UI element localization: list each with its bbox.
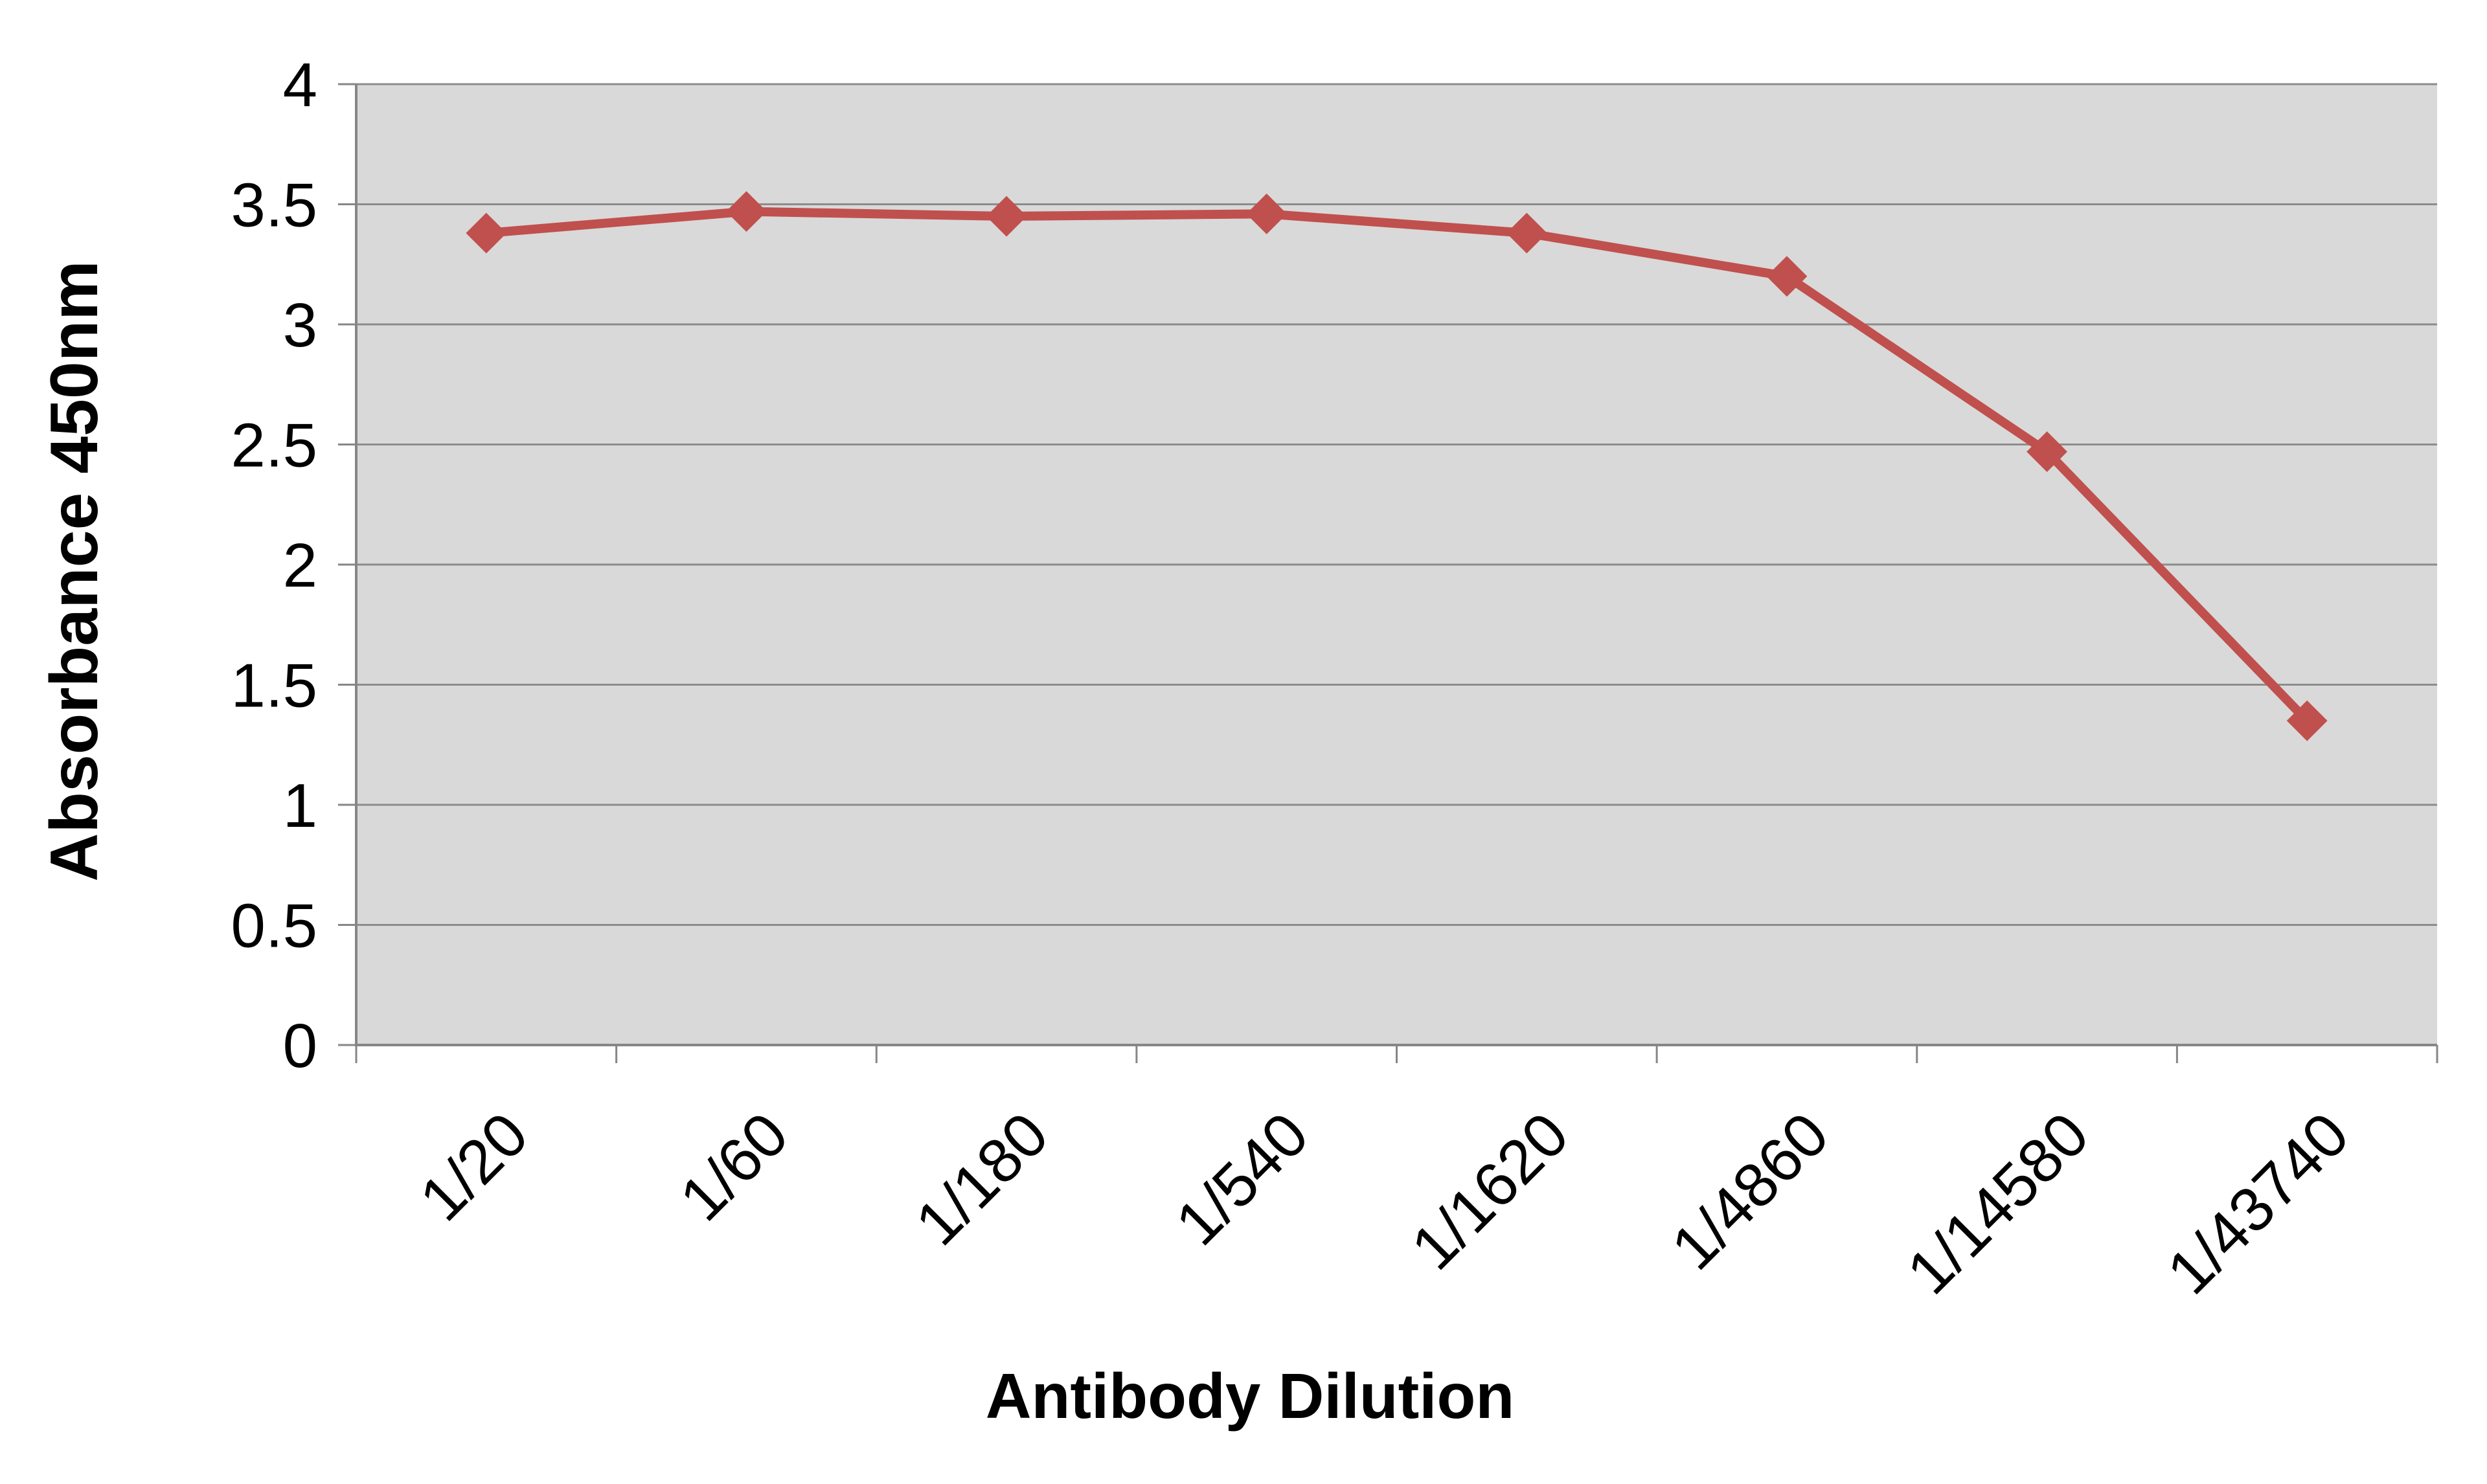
gridlines bbox=[338, 83, 2437, 1046]
y-tick-label: 0 bbox=[283, 1011, 317, 1081]
data-point-marker bbox=[466, 212, 507, 254]
axes bbox=[355, 84, 2438, 1063]
data-point-marker bbox=[1506, 212, 1547, 254]
x-axis-title: Antibody Dilution bbox=[986, 1360, 1515, 1432]
y-tick-label: 2 bbox=[283, 531, 317, 600]
x-tick-labels: 1/20 1/60 1/180 1/540 1/1620 1/4860 1/14580 1/4… bbox=[407, 1099, 2362, 1307]
data-point-marker bbox=[1766, 256, 1808, 297]
series-line bbox=[481, 207, 2312, 726]
y-tick-label: 3.5 bbox=[231, 171, 317, 240]
data-point-marker bbox=[986, 196, 1027, 237]
x-tick-label: 1/540 bbox=[1163, 1099, 1322, 1259]
y-tick-label: 1.5 bbox=[231, 651, 317, 721]
x-tick-label: 1/14580 bbox=[1894, 1099, 2102, 1307]
x-tick-label: 1/43740 bbox=[2154, 1099, 2362, 1307]
x-tick-label: 1/60 bbox=[667, 1099, 802, 1234]
data-point-marker bbox=[1246, 193, 1288, 234]
x-tick-label: 1/20 bbox=[407, 1099, 541, 1234]
data-point-marker bbox=[2286, 700, 2328, 741]
y-tick-label: 4 bbox=[283, 51, 317, 120]
series-layer bbox=[466, 191, 2328, 741]
data-point-marker bbox=[2027, 431, 2067, 473]
x-tick-label: 1/1620 bbox=[1398, 1099, 1582, 1283]
y-tick-label: 1 bbox=[283, 771, 317, 840]
y-tick-label: 3 bbox=[283, 291, 317, 360]
y-tick-label: 2.5 bbox=[231, 411, 317, 480]
y-tick-label: 0.5 bbox=[231, 892, 317, 961]
y-axis-title: Absorbance 450nm bbox=[37, 260, 112, 881]
x-tick-label: 1/180 bbox=[902, 1099, 1062, 1259]
x-tick-label: 1/4860 bbox=[1659, 1099, 1842, 1283]
data-point-marker bbox=[726, 191, 767, 232]
y-tick-labels: 0 0.5 1 1.5 2 2.5 3 3.5 4 bbox=[231, 51, 317, 1081]
